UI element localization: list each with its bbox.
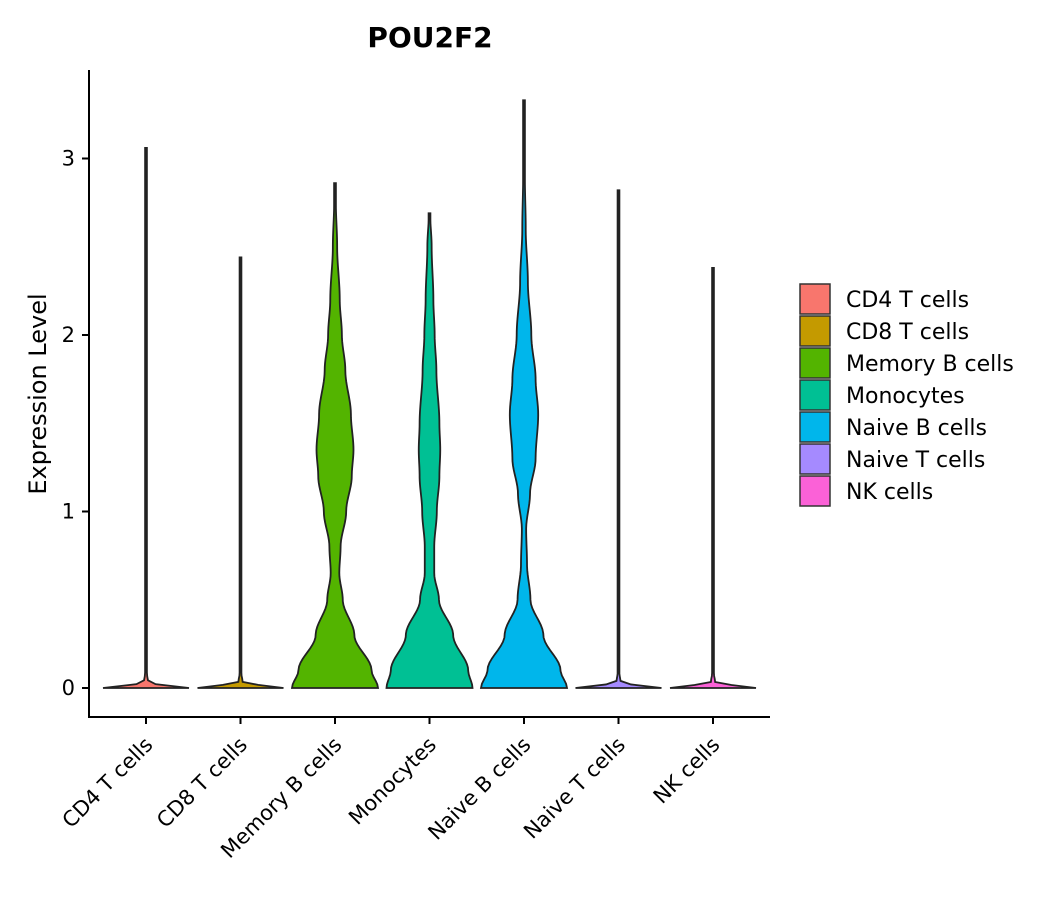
y-tick-label: 1	[62, 500, 75, 524]
violins-group	[102, 99, 757, 689]
legend-label: NK cells	[846, 480, 933, 505]
chart-title: POU2F2	[367, 21, 492, 54]
legend-swatch-naive-t-cells	[799, 443, 831, 475]
violin-monocytes	[385, 212, 474, 689]
x-tick-label: CD8 T cells	[152, 733, 252, 833]
legend-swatch-cd8-t-cells	[799, 315, 831, 347]
legend-label: CD8 T cells	[846, 320, 969, 345]
violin-memory-b-cells	[290, 182, 380, 689]
legend-label: Naive B cells	[846, 416, 987, 441]
y-tick-label: 3	[62, 147, 75, 171]
legend-label: CD4 T cells	[846, 288, 969, 313]
legend-label: Monocytes	[846, 384, 965, 409]
legend-swatch-cd4-t-cells	[799, 283, 831, 315]
legend-swatch-memory-b-cells	[799, 347, 831, 379]
violin-cd4-t-cells	[102, 147, 190, 689]
y-tick-label: 2	[62, 323, 75, 347]
legend-swatch-naive-b-cells	[799, 411, 831, 443]
y-axis-ticks: 0 1 2 3	[62, 147, 89, 700]
x-tick-label: NK cells	[649, 733, 725, 809]
violin-naive-b-cells	[479, 99, 569, 689]
y-axis-title: Expression Level	[24, 293, 52, 494]
y-tick-label: 0	[62, 676, 75, 700]
x-tick-label: Naive T cells	[519, 733, 630, 844]
x-tick-label: CD4 T cells	[58, 733, 158, 833]
violin-cd8-t-cells	[197, 256, 284, 689]
legend-label: Naive T cells	[846, 448, 985, 473]
violin-nk-cells	[669, 267, 757, 689]
legend-swatch-monocytes	[799, 379, 831, 411]
legend-label: Memory B cells	[846, 352, 1014, 377]
violin-naive-t-cells	[575, 189, 662, 689]
legend: CD4 T cells CD8 T cells Memory B cells Mono…	[799, 283, 1014, 507]
x-tick-label: Monocytes	[344, 733, 441, 830]
legend-swatch-nk-cells	[799, 475, 831, 507]
